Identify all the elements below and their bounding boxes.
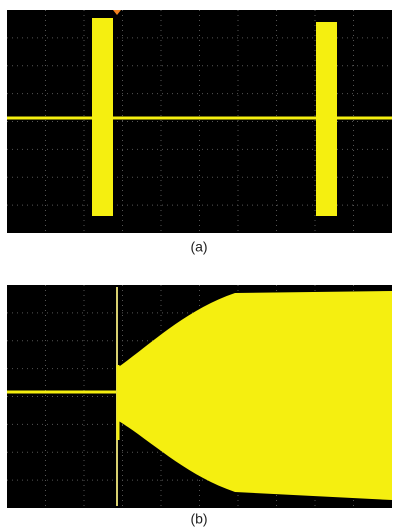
- caption: (a): [190, 239, 207, 255]
- caption: (b): [190, 511, 207, 527]
- burst: [316, 22, 337, 216]
- burst: [92, 18, 113, 216]
- scope-screen-b: [7, 285, 392, 508]
- scope-screen-a: [7, 10, 392, 233]
- figure: (a) (b): [0, 0, 398, 530]
